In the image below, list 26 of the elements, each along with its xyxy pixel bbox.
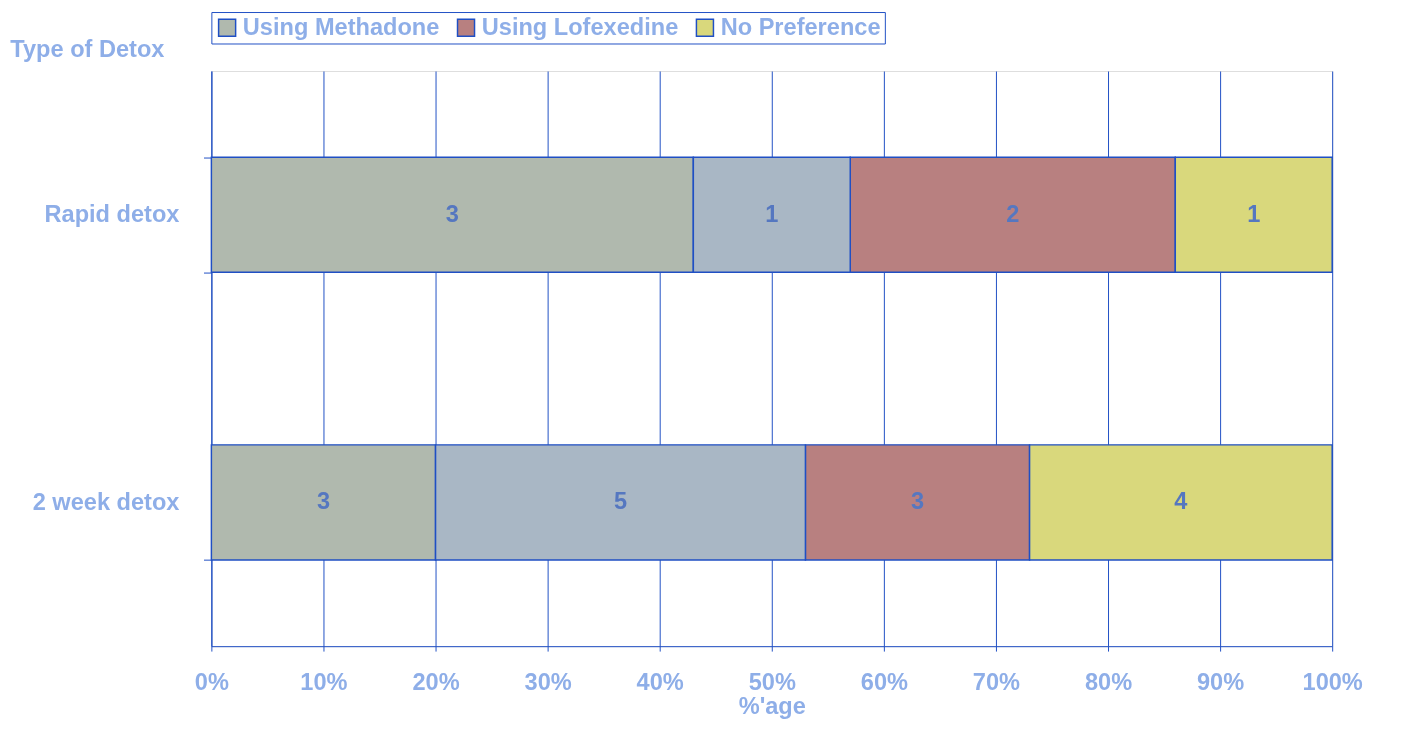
y-tick-label: 2 week detox xyxy=(32,488,180,515)
x-tick-label: 60% xyxy=(860,668,908,695)
x-tick-label: 40% xyxy=(636,668,684,695)
annotation: 4 xyxy=(1174,488,1188,515)
x-tick-label: 50% xyxy=(748,668,796,695)
legend-label: No Preference xyxy=(720,13,881,40)
x-tick-label: 30% xyxy=(524,668,572,695)
x-tick-label: 20% xyxy=(412,668,460,695)
x-tick-label: 70% xyxy=(972,668,1021,695)
annotation: 3 xyxy=(316,488,331,515)
y-axis-title: Type of Detox xyxy=(10,35,165,62)
annotation: 3 xyxy=(910,488,925,515)
x-tick-label: 80% xyxy=(1084,668,1133,695)
annotation: 3 xyxy=(445,200,459,227)
x-tick-label: 10% xyxy=(300,668,348,695)
x-tick-label: 0% xyxy=(194,668,229,695)
annotation: 1 xyxy=(1247,200,1261,227)
legend-label: Using Lofexedine xyxy=(481,13,679,40)
x-tick-label: 90% xyxy=(1197,668,1245,695)
annotation: 5 xyxy=(613,488,628,515)
annotation: 1 xyxy=(765,200,779,227)
legend-label: Using Methadone xyxy=(242,13,440,40)
y-tick-label: Rapid detox xyxy=(44,201,180,228)
x-tick-label: 100% xyxy=(1302,668,1363,695)
annotation: 2 xyxy=(1006,200,1020,227)
x-axis-title: %'age xyxy=(738,692,806,719)
